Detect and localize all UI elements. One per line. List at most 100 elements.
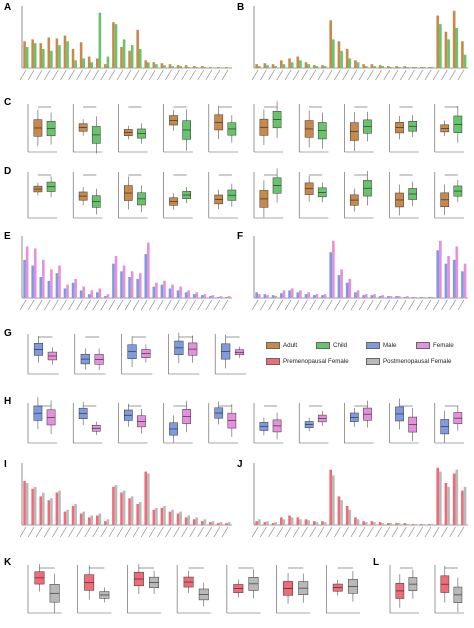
bar-e-0-16 <box>152 286 156 298</box>
bar-a-0-14 <box>136 29 139 68</box>
bar-f-0-10 <box>337 275 341 298</box>
x-tick-b-21 <box>424 69 432 81</box>
legend-swatch-premenopausal <box>266 358 280 365</box>
bar-j-0-17 <box>395 523 398 525</box>
bar-i-1-19 <box>179 511 182 525</box>
bar-i-1-16 <box>155 507 158 525</box>
bar-f-1-18 <box>406 296 409 298</box>
x-tick-j-17 <box>391 526 399 538</box>
bar-a-0-10 <box>104 64 107 68</box>
panel-label-l: L <box>373 557 380 568</box>
bar-a-1-8 <box>90 62 94 68</box>
bar-e-0-5 <box>63 288 67 298</box>
bar-j-1-22 <box>439 471 442 525</box>
bar-e-0-21 <box>192 294 196 298</box>
bar-e-0-6 <box>71 282 75 298</box>
bar-i-0-20 <box>184 517 188 525</box>
legend-item-female: Female <box>416 342 454 349</box>
bar-f-1-17 <box>397 296 401 298</box>
bar-b-0-2 <box>271 64 275 68</box>
bar-e-1-16 <box>155 282 158 298</box>
x-tick-e-3 <box>43 299 51 311</box>
bar-e-0-25 <box>225 297 228 298</box>
bar-f-1-4 <box>290 288 294 298</box>
bar-b-0-8 <box>321 65 324 68</box>
bar-b-1-16 <box>389 67 393 68</box>
bar-f-0-25 <box>461 271 464 298</box>
bar-e-0-12 <box>120 271 123 298</box>
x-tick-a-10 <box>100 69 108 81</box>
bar-i-0-7 <box>79 513 83 525</box>
bar-a-0-20 <box>184 65 188 68</box>
x-tick-b-8 <box>317 69 325 81</box>
bar-a-1-7 <box>82 58 85 68</box>
bar-e-0-2 <box>39 277 43 298</box>
x-tick-b-6 <box>301 69 308 81</box>
bar-b-1-15 <box>381 66 385 68</box>
bar-j-1-6 <box>307 520 310 525</box>
bar-i-1-6 <box>74 504 77 525</box>
bar-b-0-9 <box>329 20 333 68</box>
bar-b-1-21 <box>430 67 434 68</box>
x-tick-e-22 <box>197 299 205 311</box>
legend-swatch-child <box>316 342 330 349</box>
x-tick-f-15 <box>375 299 382 311</box>
bar-j-1-1 <box>266 521 269 525</box>
x-tick-j-5 <box>292 526 300 538</box>
x-tick-j-3 <box>276 526 284 538</box>
x-tick-f-20 <box>416 299 424 311</box>
x-tick-a-25 <box>221 69 229 81</box>
bar-b-1-24 <box>455 27 459 68</box>
bar-e-1-21 <box>195 292 199 298</box>
bar-j-0-5 <box>296 517 300 525</box>
bar-a-0-2 <box>39 43 43 68</box>
bar-f-1-10 <box>340 269 343 298</box>
bar-i-1-18 <box>171 509 174 525</box>
bar-f-0-23 <box>444 263 448 298</box>
bar-a-0-8 <box>87 56 91 68</box>
bar-b-1-23 <box>447 39 450 68</box>
x-tick-a-9 <box>92 69 100 81</box>
x-tick-b-0 <box>251 69 259 81</box>
bar-e-0-9 <box>95 292 99 298</box>
bar-b-1-0 <box>257 66 261 68</box>
bar-f-0-3 <box>280 293 283 298</box>
x-tick-a-20 <box>181 69 188 81</box>
panel-label-j: J <box>237 459 243 470</box>
bar-f-1-5 <box>299 290 302 298</box>
bar-j-1-25 <box>463 486 467 525</box>
panel-label-h: H <box>4 396 12 407</box>
bar-e-1-2 <box>42 259 45 298</box>
bar-i-1-23 <box>211 521 215 525</box>
bar-b-0-18 <box>403 66 407 68</box>
bar-e-0-23 <box>209 296 212 298</box>
x-tick-i-9 <box>92 526 100 538</box>
bar-j-0-2 <box>271 523 275 525</box>
x-tick-b-24 <box>449 69 456 81</box>
x-tick-j-12 <box>350 526 358 538</box>
bar-e-1-24 <box>219 296 223 298</box>
x-tick-i-2 <box>35 526 43 538</box>
bar-b-0-24 <box>452 10 456 69</box>
bar-f-1-25 <box>463 263 467 298</box>
bar-a-1-19 <box>179 66 182 68</box>
bar-e-0-18 <box>168 288 172 298</box>
bar-e-0-13 <box>128 277 131 298</box>
bar-b-1-17 <box>397 67 401 68</box>
x-tick-f-0 <box>251 299 259 311</box>
bar-j-0-8 <box>321 521 324 525</box>
bar-i-0-23 <box>209 522 212 525</box>
bar-j-1-15 <box>381 523 385 525</box>
bar-b-0-22 <box>436 15 440 69</box>
bar-j-0-3 <box>280 517 283 525</box>
bar-a-0-17 <box>160 63 164 68</box>
bar-j-1-14 <box>373 522 376 525</box>
bar-j-0-12 <box>354 517 357 525</box>
bar-j-1-24 <box>455 469 459 525</box>
bar-f-0-2 <box>271 295 275 298</box>
panel-label-b: B <box>237 2 245 13</box>
x-tick-j-23 <box>441 526 448 538</box>
bar-f-1-12 <box>356 290 360 298</box>
bar-i-0-13 <box>128 498 131 525</box>
